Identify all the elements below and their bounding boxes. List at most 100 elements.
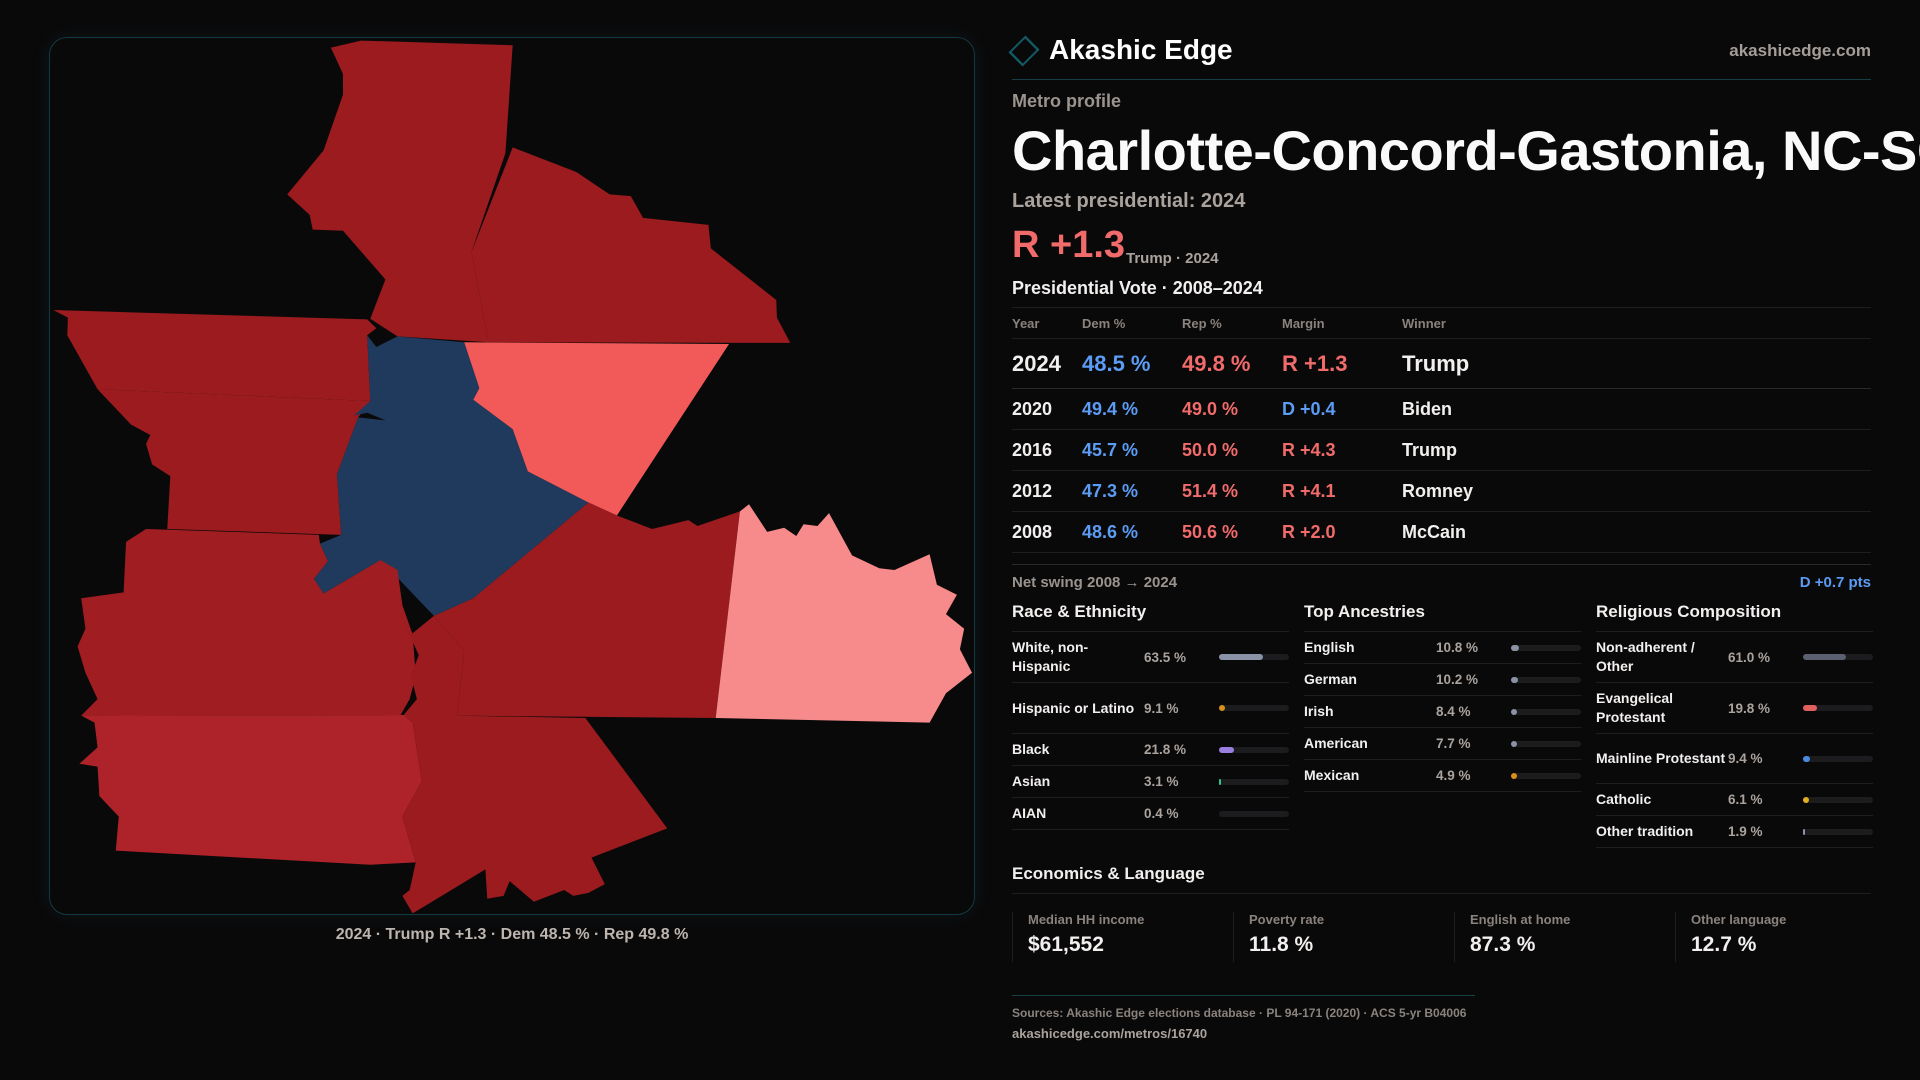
ancestry-title: Top Ancestries: [1304, 602, 1581, 632]
vote-year: 2012: [1012, 470, 1082, 512]
ancestry-row: Irish 8.4 %: [1304, 696, 1581, 728]
col-year: Year: [1012, 307, 1082, 339]
county-west-1[interactable]: [53, 309, 377, 401]
vote-year: 2024: [1012, 338, 1082, 389]
race-bar-fill: [1219, 778, 1222, 785]
ancestry-label: Irish: [1304, 703, 1334, 719]
vote-dem: 48.6 %: [1082, 511, 1182, 553]
vote-margin: R +4.1: [1282, 470, 1402, 512]
religion-bar-fill: [1803, 796, 1809, 803]
ancestry-label: American: [1304, 735, 1368, 751]
ancestry-value: 10.2 %: [1436, 672, 1479, 687]
econ-divider: [1012, 893, 1871, 894]
county-north[interactable]: [287, 40, 513, 343]
swing-label: Net swing 2008 → 2024: [1012, 574, 1178, 591]
county-east-lean-r[interactable]: [464, 342, 730, 516]
votes-title: Presidential Vote · 2008–2024: [1012, 278, 1263, 298]
site-link[interactable]: akashicedge.com: [1729, 41, 1871, 60]
religion-label: Catholic: [1596, 791, 1652, 807]
religion-bar-track: [1803, 705, 1873, 711]
race-bar-track: [1219, 705, 1289, 711]
county-map[interactable]: [0, 0, 1000, 960]
religion-label: Other tradition: [1596, 823, 1694, 839]
vote-rep: 50.0 %: [1182, 429, 1282, 471]
latest-sub: Trump · 2024: [1126, 250, 1219, 267]
religion-bar-fill: [1803, 755, 1810, 762]
religion-value: 6.1 %: [1728, 792, 1763, 807]
county-south-west[interactable]: [79, 715, 422, 865]
stat-median-income: Median HH income $61,552: [1012, 912, 1222, 962]
ancestry-value: 8.4 %: [1436, 704, 1471, 719]
county-southeast[interactable]: [433, 502, 740, 718]
vote-dem: 45.7 %: [1082, 429, 1182, 471]
race-label: Asian: [1012, 773, 1051, 789]
race-bar-fill: [1219, 705, 1226, 711]
votes-table: Year Dem % Rep % Margin Winner 2024 48.5 …: [1012, 307, 1871, 553]
vote-row: 2008 48.6 % 50.6 % R +2.0 McCain: [1012, 511, 1871, 553]
stat-other-language: Other language 12.7 %: [1675, 912, 1885, 962]
race-bar-track: [1219, 810, 1289, 817]
ancestry-section: Top Ancestries English 10.8 % German 10.2 % I…: [1304, 602, 1581, 792]
religion-row: Catholic 6.1 %: [1596, 784, 1873, 816]
county-southwest[interactable]: [77, 528, 416, 716]
race-title: Race & Ethnicity: [1012, 602, 1289, 632]
vote-winner: Trump: [1402, 429, 1871, 471]
county-core-dem[interactable]: [313, 335, 589, 616]
vote-winner: Biden: [1402, 388, 1871, 430]
header-divider: [1012, 79, 1871, 80]
map-panel[interactable]: [49, 37, 975, 915]
vote-row: 2024 48.5 % 49.8 % R +1.3 Trump: [1012, 338, 1871, 389]
col-margin: Margin: [1282, 307, 1402, 339]
religion-label: Evangelical Protestant: [1596, 690, 1674, 725]
race-row: Asian 3.1 %: [1012, 766, 1289, 798]
race-row: White, non-Hispanic 63.5 %: [1012, 632, 1289, 683]
stat-value: $61,552: [1028, 933, 1104, 956]
ancestry-bar-fill: [1511, 708, 1517, 715]
vote-rep: 51.4 %: [1182, 470, 1282, 512]
col-dem: Dem %: [1082, 307, 1182, 339]
stat-label: Poverty rate: [1249, 912, 1325, 927]
race-bar-track: [1219, 778, 1289, 785]
race-section: Race & Ethnicity White, non-Hispanic 63.5 …: [1012, 602, 1289, 830]
col-winner: Winner: [1402, 307, 1871, 339]
ancestry-bar-track: [1511, 740, 1581, 747]
stat-label: Other language: [1691, 912, 1787, 927]
vote-winner: Romney: [1402, 470, 1871, 512]
stat-label: English at home: [1470, 912, 1571, 927]
county-far-east[interactable]: [715, 504, 973, 723]
county-northeast[interactable]: [471, 147, 791, 343]
race-value: 9.1 %: [1144, 700, 1179, 716]
permalink[interactable]: akashicedge.com/metros/16740: [1012, 1026, 1208, 1041]
latest-margin: R +1.3: [1012, 224, 1126, 266]
race-bar-fill: [1219, 654, 1264, 660]
county-west-2[interactable]: [97, 389, 371, 535]
race-value: 21.8 %: [1144, 742, 1187, 757]
vote-year: 2020: [1012, 388, 1082, 430]
religion-row: Evangelical Protestant 19.8 %: [1596, 683, 1873, 734]
religion-section: Religious Composition Non-adherent / Othe…: [1596, 602, 1873, 848]
county-south[interactable]: [397, 608, 668, 914]
race-label: White, non-Hispanic: [1012, 639, 1089, 674]
race-value: 0.4 %: [1144, 806, 1179, 821]
race-bar-track: [1219, 654, 1289, 660]
race-row: Hispanic or Latino 9.1 %: [1012, 683, 1289, 734]
stat-value: 87.3 %: [1470, 933, 1536, 956]
vote-row: 2012 47.3 % 51.4 % R +4.1 Romney: [1012, 470, 1871, 512]
vote-dem: 49.4 %: [1082, 388, 1182, 430]
ancestry-value: 10.8 %: [1436, 640, 1479, 655]
race-row: Black 21.8 %: [1012, 734, 1289, 766]
vote-rep: 50.6 %: [1182, 511, 1282, 553]
econ-title: Economics & Language: [1012, 864, 1205, 883]
religion-row: Non-adherent / Other 61.0 %: [1596, 632, 1873, 683]
ancestry-bar-fill: [1511, 740, 1517, 747]
ancestry-row: German 10.2 %: [1304, 664, 1581, 696]
ancestry-row: American 7.7 %: [1304, 728, 1581, 760]
brand-name[interactable]: Akashic Edge: [1049, 34, 1233, 65]
race-label: Black: [1012, 741, 1050, 757]
religion-bar-fill: [1803, 705, 1817, 711]
religion-bar-track: [1803, 654, 1873, 660]
religion-value: 1.9 %: [1728, 824, 1763, 839]
stat-english: English at home 87.3 %: [1454, 912, 1664, 962]
ancestry-label: English: [1304, 639, 1355, 655]
religion-row: Mainline Protestant 9.4 %: [1596, 734, 1873, 784]
